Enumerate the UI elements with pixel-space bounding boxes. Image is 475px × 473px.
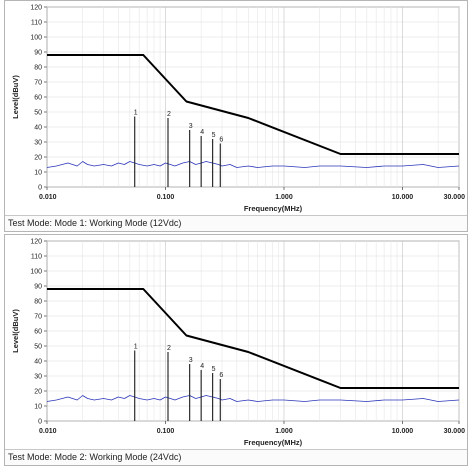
x-tick-label: 0.100 [157, 194, 175, 201]
peak-label: 4 [200, 363, 204, 370]
test-mode-caption: Test Mode: Mode 1: Working Mode (12Vdc) [5, 215, 467, 231]
emission-chart-mode-2: 0 10 20 30 40 50 60 70 80 90 100 110 120 0.010 0.100 1.… [11, 239, 466, 448]
y-tick-label: 80 [34, 65, 42, 72]
emission-chart-mode-1: 0 10 20 30 40 50 60 70 80 90 100 110 120 0.010 0.100 1.… [11, 5, 466, 214]
peak-label: 6 [219, 372, 223, 379]
peak-label: 6 [219, 137, 223, 144]
limit-line [47, 54, 459, 155]
y-axis-title: Level(dBuV) [11, 309, 20, 353]
y-tick-label: 50 [34, 110, 42, 117]
y-tick-label: 10 [34, 404, 42, 411]
test-mode-caption: Test Mode: Mode 2: Working Mode (24Vdc) [5, 449, 467, 465]
y-tick-label: 0 [38, 185, 42, 192]
chart-panel-mode-2: 0 10 20 30 40 50 60 70 80 90 100 110 120 0.010 0.100 1.… [4, 234, 468, 466]
x-tick-label: 10.000 [392, 194, 414, 201]
y-tick-label: 120 [30, 239, 42, 246]
y-tick-label: 30 [34, 140, 42, 147]
y-tick-label: 20 [34, 389, 42, 396]
y-tick-label: 70 [34, 314, 42, 321]
peak-label: 1 [134, 344, 138, 351]
x-tick-label: 30.000 [444, 194, 466, 201]
peak-label: 2 [167, 111, 171, 118]
x-tick-label: 1.000 [275, 428, 293, 435]
peak-label: 3 [189, 123, 193, 130]
y-tick-label: 90 [34, 284, 42, 291]
peak-label: 4 [200, 129, 204, 136]
y-tick-label: 20 [34, 155, 42, 162]
x-tick-label: 0.010 [39, 194, 57, 201]
y-tick-label: 10 [34, 170, 42, 177]
x-tick-label: 1.000 [275, 194, 293, 201]
limit-line [47, 288, 459, 389]
y-tick-label: 100 [30, 269, 42, 276]
y-tick-label: 110 [31, 254, 42, 261]
x-tick-label: 0.100 [157, 428, 175, 435]
y-tick-label: 60 [34, 329, 42, 336]
y-axis-title: Level(dBuV) [11, 75, 20, 119]
y-tick-label: 80 [34, 299, 42, 306]
peak-label: 5 [212, 366, 216, 373]
x-tick-label: 0.010 [39, 428, 57, 435]
chart-panel-mode-1: 0 10 20 30 40 50 60 70 80 90 100 110 120 0.010 0.100 1.… [4, 0, 468, 232]
x-tick-label: 10.000 [392, 428, 414, 435]
y-tick-label: 40 [34, 359, 42, 366]
y-tick-label: 30 [34, 374, 42, 381]
x-axis-title: Frequency(MHz) [244, 438, 303, 447]
y-tick-label: 0 [38, 419, 42, 426]
peak-label: 1 [134, 110, 138, 117]
y-tick-label: 120 [30, 5, 42, 12]
x-axis-title: Frequency(MHz) [244, 204, 303, 213]
peak-label: 5 [212, 132, 216, 139]
peak-label: 3 [189, 357, 193, 364]
y-tick-label: 60 [34, 95, 42, 102]
y-tick-label: 110 [31, 20, 42, 27]
x-tick-label: 30.000 [444, 428, 466, 435]
y-tick-label: 50 [34, 344, 42, 351]
y-tick-label: 70 [34, 80, 42, 87]
y-tick-label: 100 [30, 35, 42, 42]
y-tick-label: 40 [34, 125, 42, 132]
y-tick-label: 90 [34, 50, 42, 57]
peak-label: 2 [167, 345, 171, 352]
